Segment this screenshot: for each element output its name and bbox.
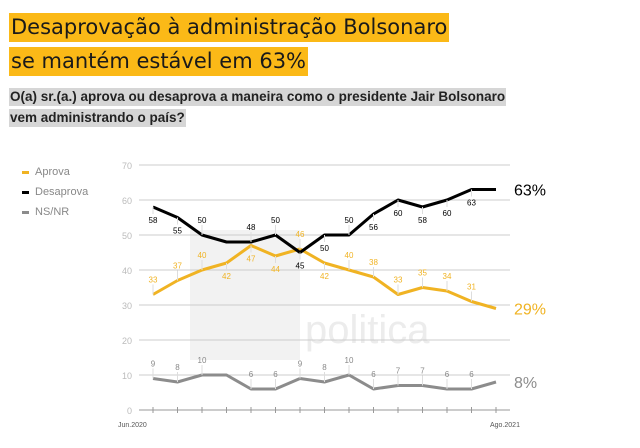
title-line-2: se mantém estável em 63%	[9, 47, 309, 76]
subtitle-line-2: vem administrando o país?	[9, 109, 186, 127]
legend-swatch	[22, 190, 29, 194]
legend-label: NS/NR	[35, 206, 70, 218]
y-tick-label: 30	[122, 301, 132, 311]
data-label: 10	[345, 356, 354, 365]
data-label: 55	[173, 227, 182, 236]
legend-nsnr: NS/NR	[22, 206, 69, 218]
data-label: 33	[149, 276, 158, 285]
data-label: 6	[469, 370, 474, 379]
data-label: 48	[247, 223, 256, 232]
data-label: 35	[418, 269, 427, 278]
watermark-box	[190, 230, 300, 360]
end-label: 63%	[514, 183, 546, 200]
end-label: 29%	[514, 302, 546, 319]
y-tick-label: 10	[122, 371, 132, 381]
y-tick-label: 40	[122, 266, 132, 276]
legend-label: Aprova	[35, 166, 70, 178]
data-label: 50	[345, 216, 354, 225]
data-label: 6	[371, 370, 376, 379]
data-label: 33	[394, 276, 403, 285]
data-label: 9	[298, 360, 303, 369]
data-label: 31	[467, 283, 476, 292]
data-label: 45	[296, 262, 305, 271]
data-label: 44	[271, 265, 280, 274]
y-tick-label: 0	[127, 406, 132, 416]
watermark: politica	[305, 308, 430, 352]
data-label: 6	[273, 370, 278, 379]
data-label: 7	[420, 367, 425, 376]
data-label: 60	[443, 209, 452, 218]
data-label: 63	[467, 199, 476, 208]
data-label: 60	[394, 209, 403, 218]
data-label: 7	[396, 367, 401, 376]
data-label: 47	[247, 255, 256, 264]
subtitle-line-1: O(a) sr.(a.) aprova ou desaprova a manei…	[9, 88, 507, 106]
legend-swatch	[22, 210, 29, 214]
data-label: 40	[198, 251, 207, 260]
data-label: 50	[320, 244, 329, 253]
data-label: 38	[369, 258, 378, 267]
data-label: 9	[151, 360, 156, 369]
legend-desaprova: Desaprova	[22, 186, 88, 198]
data-label: 34	[443, 272, 452, 281]
legend-label: Desaprova	[35, 186, 89, 198]
data-label: 8	[322, 363, 327, 372]
y-tick-label: 50	[122, 231, 132, 241]
legend-swatch	[22, 170, 29, 174]
data-label: 50	[198, 216, 207, 225]
y-tick-label: 60	[122, 196, 132, 206]
x-label-last: Ago.2021	[490, 422, 520, 429]
legend-aprova: Aprova	[22, 166, 70, 178]
x-label-first: Jun.2020	[118, 422, 147, 429]
data-label: 6	[445, 370, 450, 379]
y-tick-label: 70	[122, 161, 132, 171]
data-label: 42	[222, 272, 231, 281]
data-label: 37	[173, 262, 182, 271]
data-label: 8	[175, 363, 180, 372]
data-label: 10	[198, 356, 207, 365]
data-label: 56	[369, 223, 378, 232]
title-line-1: Desaprovação à administração Bolsonaro	[9, 13, 450, 42]
data-label: 42	[320, 272, 329, 281]
data-label: 40	[345, 251, 354, 260]
data-label: 6	[249, 370, 254, 379]
data-label: 46	[296, 230, 305, 239]
y-tick-label: 20	[122, 336, 132, 346]
data-label: 58	[149, 216, 158, 225]
data-label: 58	[418, 216, 427, 225]
data-label: 50	[271, 216, 280, 225]
end-label: 8%	[514, 375, 537, 392]
